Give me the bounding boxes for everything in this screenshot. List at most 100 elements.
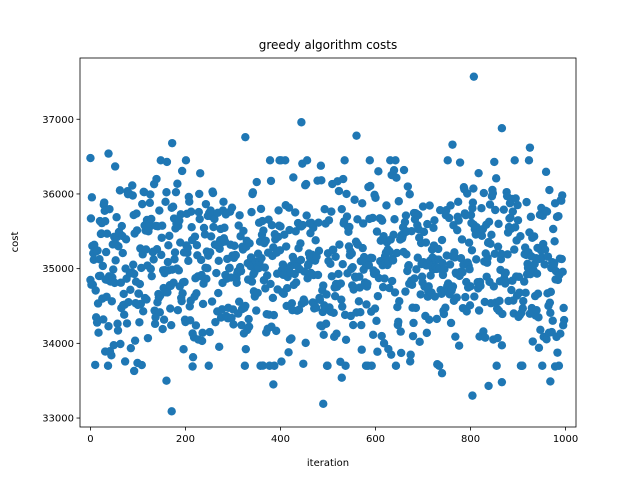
data-point (497, 341, 507, 350)
data-point (461, 292, 470, 302)
data-point (302, 156, 312, 165)
data-point (538, 361, 547, 370)
data-point (100, 347, 110, 356)
data-point (546, 377, 555, 386)
data-point (379, 231, 388, 241)
data-point (118, 248, 127, 258)
data-point (190, 232, 200, 241)
data-point (230, 241, 239, 250)
data-point (347, 249, 356, 258)
data-point (183, 243, 193, 252)
data-point (446, 201, 455, 210)
data-point (317, 176, 326, 185)
data-point (113, 319, 122, 328)
data-point (510, 245, 519, 254)
data-point (345, 222, 354, 232)
data-point (366, 181, 375, 191)
data-point (162, 188, 171, 197)
data-point (282, 284, 292, 293)
data-point (272, 326, 281, 336)
data-point (266, 176, 276, 186)
data-point (128, 191, 137, 200)
data-point (415, 337, 424, 347)
data-point (284, 348, 293, 357)
data-point (445, 260, 455, 269)
data-point (234, 221, 243, 230)
data-point (484, 381, 493, 391)
data-point (524, 156, 534, 165)
data-point (525, 143, 535, 152)
data-point (402, 250, 411, 259)
data-point (469, 184, 478, 193)
data-point (392, 248, 402, 258)
data-point (322, 290, 331, 299)
data-point (508, 207, 518, 216)
data-point (558, 191, 567, 200)
data-point (545, 298, 555, 307)
data-point (441, 303, 450, 312)
data-point (357, 320, 366, 330)
data-point (157, 250, 166, 260)
data-point (430, 292, 440, 301)
data-point (91, 286, 100, 295)
data-point (542, 207, 552, 216)
data-point (178, 289, 187, 298)
y-axis-ticks: 33000 34000 35000 36000 37000 (42, 115, 80, 425)
data-point (93, 246, 102, 255)
data-point (142, 295, 151, 304)
data-point (549, 259, 559, 268)
data-point (498, 309, 507, 319)
data-point (338, 260, 347, 269)
data-point (350, 195, 359, 204)
data-point (405, 357, 415, 366)
y-tick-label: 33000 (42, 414, 74, 425)
data-point (550, 362, 560, 371)
data-point (401, 211, 411, 220)
data-point (301, 179, 311, 189)
data-point (493, 333, 502, 343)
data-point (146, 264, 155, 274)
data-point (237, 320, 246, 330)
data-point (373, 347, 382, 356)
x-axis-ticks: 0 200 400 600 800 1000 (87, 427, 578, 445)
data-point (358, 243, 367, 253)
data-point (129, 366, 139, 376)
data-point (167, 407, 176, 416)
data-point (297, 118, 306, 127)
data-point (277, 357, 286, 366)
data-point (214, 288, 223, 298)
data-point (522, 197, 531, 207)
data-point (129, 260, 138, 269)
data-point (162, 157, 172, 167)
data-point (352, 131, 361, 140)
data-point (556, 329, 565, 338)
data-point (342, 212, 352, 221)
data-point (418, 202, 428, 211)
data-point (338, 302, 347, 311)
data-point (332, 329, 341, 338)
data-point (450, 253, 460, 262)
data-point (395, 297, 404, 306)
data-point (532, 306, 541, 315)
data-point (109, 340, 118, 350)
data-point (240, 361, 250, 370)
data-point (491, 205, 500, 215)
data-point (520, 277, 529, 286)
data-point (291, 278, 301, 287)
data-point (196, 169, 205, 178)
data-point (155, 206, 164, 215)
data-point (177, 296, 186, 306)
data-point (86, 153, 95, 163)
data-point (342, 189, 351, 199)
data-point (382, 201, 391, 210)
data-point (115, 186, 125, 195)
data-point (385, 283, 394, 293)
data-point (372, 316, 381, 326)
data-point (313, 270, 323, 280)
data-point (138, 199, 147, 209)
data-point (300, 267, 309, 276)
data-point (103, 361, 113, 370)
data-point (150, 319, 160, 329)
data-point (270, 361, 279, 370)
data-point (497, 249, 506, 259)
